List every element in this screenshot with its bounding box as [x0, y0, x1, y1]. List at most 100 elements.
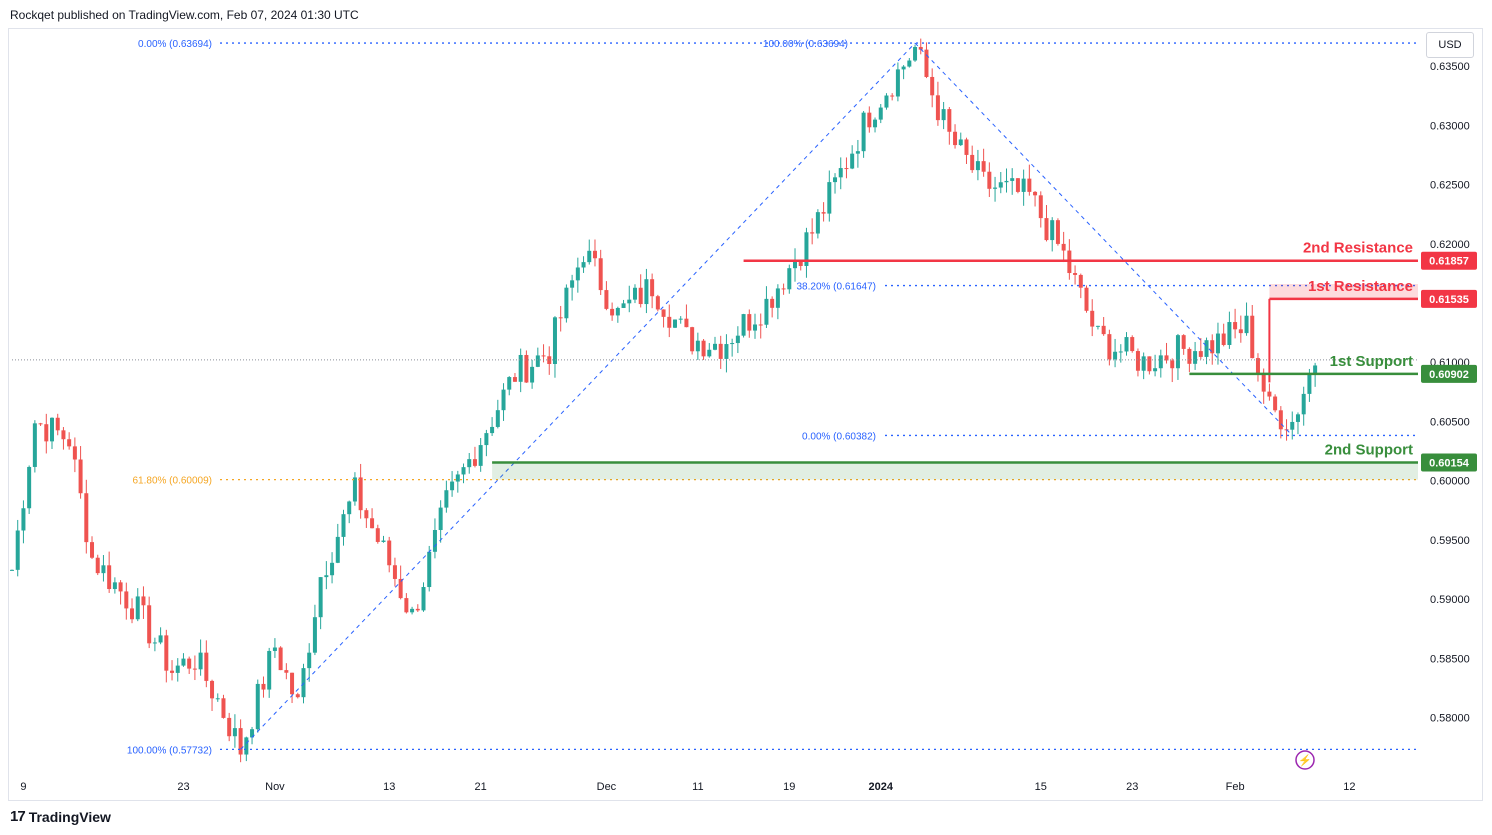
x-tick-label: 2024	[869, 781, 894, 793]
candle-body	[32, 423, 37, 467]
footer-brand[interactable]: 17 TradingView	[10, 808, 111, 825]
resistance-zone	[1269, 284, 1418, 299]
x-tick-label: 23	[177, 781, 189, 793]
candle-body	[415, 608, 420, 611]
candle-body	[1193, 351, 1198, 364]
candle-body	[67, 439, 72, 447]
candle-body	[352, 477, 357, 502]
candle-body	[970, 154, 975, 171]
candle-body	[484, 433, 489, 446]
candle-body	[644, 279, 649, 305]
candle-body	[112, 582, 117, 590]
candle-body	[1198, 351, 1203, 357]
candle-body	[735, 335, 740, 344]
candle-body	[535, 355, 540, 367]
candle-body	[758, 324, 763, 326]
candle-body	[187, 658, 192, 669]
y-tick-label: 0.59500	[1430, 535, 1470, 547]
candle-body	[592, 250, 597, 259]
publish-info: Rockqet published on TradingView.com, Fe…	[10, 8, 359, 22]
candle-body	[324, 575, 329, 578]
candle-body	[9, 569, 15, 571]
candle-body	[261, 683, 266, 690]
candle-body	[690, 327, 695, 352]
candle-body	[284, 670, 289, 673]
candle-body	[175, 665, 180, 673]
candle-body	[964, 139, 969, 155]
candle-body	[72, 446, 77, 460]
candle-body	[512, 377, 517, 382]
candle-body	[913, 46, 918, 61]
candle-body	[255, 683, 260, 730]
candle-body	[392, 565, 397, 579]
candle-body	[1255, 358, 1260, 374]
candle-body	[101, 565, 106, 574]
candle-body	[1044, 218, 1049, 241]
candle-body	[1078, 274, 1083, 288]
x-tick-label: 12	[1343, 781, 1355, 793]
candle-body	[844, 168, 849, 170]
x-tick-label: 15	[1035, 781, 1047, 793]
support-label: 1st Support	[1330, 353, 1413, 370]
candle-body	[335, 536, 340, 563]
candle-body	[478, 445, 483, 466]
candle-body	[507, 377, 512, 390]
candle-body	[295, 694, 300, 698]
candle-body	[250, 729, 255, 738]
support-label: 2nd Support	[1325, 441, 1413, 458]
candle-body	[747, 314, 752, 331]
candle-body	[107, 565, 112, 590]
y-tick-label: 0.59000	[1430, 594, 1470, 606]
fib-trend-line	[240, 42, 916, 750]
price-tag	[1421, 453, 1477, 472]
y-tick-label: 0.63500	[1430, 61, 1470, 73]
candle-body	[472, 459, 477, 466]
candle-body	[455, 474, 460, 482]
candle-body	[1021, 178, 1026, 192]
candle-body	[1084, 287, 1089, 311]
candle-body	[444, 490, 449, 508]
candle-body	[724, 344, 729, 359]
candle-body	[924, 49, 929, 77]
candle-body	[707, 349, 712, 357]
candle-body	[850, 153, 855, 169]
x-tick-label: 19	[783, 781, 795, 793]
candle-body	[1101, 325, 1106, 335]
candle-body	[1153, 368, 1158, 372]
candle-body	[1290, 421, 1295, 430]
fib-level-label: 38.20% (0.61647)	[796, 282, 876, 293]
candle-body	[170, 670, 175, 673]
candle-body	[815, 212, 820, 234]
fib-level-label: 100.00% (0.63694)	[763, 39, 848, 50]
candle-body	[267, 650, 272, 690]
candle-body	[873, 119, 878, 128]
candle-body	[1204, 340, 1209, 357]
candle-body	[347, 501, 352, 515]
candle-body	[667, 316, 672, 328]
candle-body	[404, 598, 409, 613]
currency-selector[interactable]: USD	[1426, 32, 1474, 58]
candle-body	[318, 577, 323, 618]
candle-body	[341, 514, 346, 537]
candle-body	[398, 578, 403, 599]
x-tick-label: Nov	[265, 781, 285, 793]
candle-body	[1113, 351, 1118, 360]
candle-body	[272, 647, 277, 651]
brand-name: TradingView	[28, 808, 111, 825]
candle-body	[147, 605, 152, 644]
candle-body	[152, 642, 157, 644]
candle-body	[210, 680, 215, 699]
candle-body	[781, 288, 786, 290]
candle-body	[770, 298, 775, 308]
candle-body	[438, 507, 443, 531]
candle-body	[1307, 374, 1312, 394]
candle-body	[935, 95, 940, 121]
candle-body	[1295, 414, 1300, 422]
price-tag-label: 0.61535	[1429, 294, 1469, 306]
candle-body	[461, 467, 466, 475]
candle-body	[558, 317, 563, 319]
chart-frame	[8, 28, 1483, 801]
candle-body	[1141, 356, 1146, 371]
candle-body	[370, 518, 375, 529]
